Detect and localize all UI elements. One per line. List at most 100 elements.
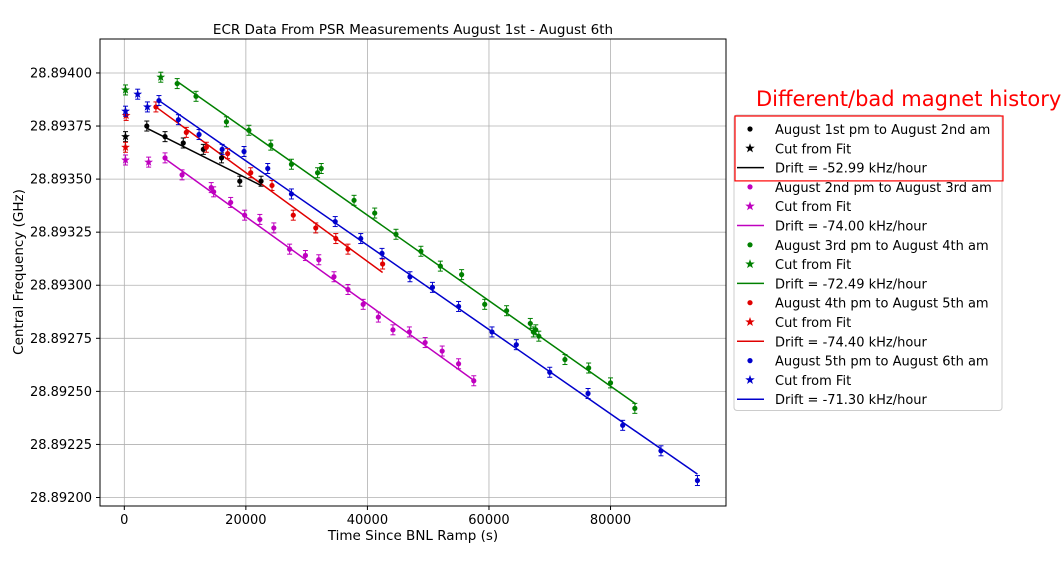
legend-star-marker [745,201,755,211]
x-tick-label: 80000 [590,513,631,528]
legend: August 1st pm to August 2nd am Cut from F… [733,114,1004,411]
legend-label: Drift = -52.99 kHz/hour [775,162,928,177]
legend-label: Drift = -74.40 kHz/hour [775,335,928,350]
data-point [437,263,443,269]
y-tick-label: 28.89275 [30,332,92,347]
legend-label: Drift = -72.49 kHz/hour [775,277,928,292]
data-point [180,140,186,146]
data-point [241,148,247,155]
data-point [203,144,209,150]
data-point [162,155,168,161]
legend-label: August 3rd pm to August 4th am [775,239,989,254]
data-point [407,274,413,280]
fit-lines [146,80,698,475]
data-point [527,320,533,327]
data-point [632,405,638,411]
fit-line-3 [176,80,637,405]
data-point [620,422,626,428]
data-point [313,225,319,231]
data-point [223,119,230,125]
legend-dot-marker [747,358,753,364]
chart-title: ECR Data From PSR Measurements August 1s… [213,22,613,38]
legend-label: Cut from Fit [775,200,851,215]
data-point [562,356,568,363]
data-point [459,272,465,278]
legend-label: August 5th pm to August 6th am [775,355,989,370]
y-axis-label: Central Frequency (GHz) [11,189,27,355]
data-point [358,235,364,242]
y-tick-label: 28.89375 [30,120,92,135]
legend-label: Cut from Fit [775,374,851,389]
legend-label: Drift = -71.30 kHz/hour [775,393,928,408]
fit-line-4 [155,106,384,274]
y-tick-label: 28.89350 [30,173,92,188]
data-point [225,151,231,157]
cut-point [121,106,130,115]
legend-label: Drift = -74.00 kHz/hour [775,220,928,235]
legend-label: Cut from Fit [775,258,851,273]
data-points [121,71,701,487]
data-point [314,170,321,176]
cut-point [144,157,153,166]
data-point [269,182,275,189]
data-point [257,216,263,223]
data-point [174,80,180,87]
y-tick-label: 28.89200 [30,491,92,506]
data-point [694,477,701,484]
data-point [179,172,185,178]
data-point [332,218,338,225]
data-point [585,390,591,397]
cut-point [143,102,152,111]
legend-label: Cut from Fit [775,142,851,157]
data-point [290,212,296,218]
legend-dot-marker [747,300,753,306]
x-axis-label: Time Since BNL Ramp (s) [327,528,498,544]
cut-point [121,142,130,151]
legend-dot-marker [747,126,753,132]
data-point [379,250,385,256]
y-tick-label: 28.89400 [30,66,92,81]
x-tick-label: 20000 [225,513,266,528]
legend-label: August 2nd pm to August 3rd am [775,181,992,196]
magnet-history-annotation: Different/bad magnet history [756,87,1062,111]
data-point [237,178,243,184]
cut-point [156,72,166,81]
data-point [345,246,351,252]
data-point [429,284,436,290]
fit-line-2 [163,157,475,382]
data-point [271,225,277,231]
y-axis-ticks: 28.89200 28.89225 28.89250 28.89275 28.89300… [30,66,100,506]
data-point [218,155,225,161]
data-point [360,301,366,307]
data-point [242,212,248,218]
legend-star-marker [745,143,755,153]
data-point [196,131,202,138]
x-tick-label: 40000 [347,513,388,528]
data-point [333,235,339,242]
y-tick-label: 28.89225 [30,438,92,453]
data-point [175,117,182,123]
data-point [439,348,445,354]
y-tick-label: 28.89325 [30,226,92,241]
data-point [288,191,295,197]
legend-dot-marker [747,242,753,248]
data-point [219,146,225,152]
data-point [345,286,351,293]
data-point [318,165,324,172]
data-point [316,257,322,263]
data-point [390,327,396,333]
cut-point [133,89,143,98]
data-point [302,252,309,259]
data-point [513,342,519,348]
data-point [211,189,217,195]
data-point [547,369,553,375]
plot-frame [99,38,727,507]
legend-dot-marker [747,184,753,190]
cut-point [121,132,130,141]
highlight-box [734,115,1004,182]
data-point [162,134,168,140]
data-point [393,231,399,237]
legend-star-marker [745,374,755,384]
data-point [287,246,293,252]
